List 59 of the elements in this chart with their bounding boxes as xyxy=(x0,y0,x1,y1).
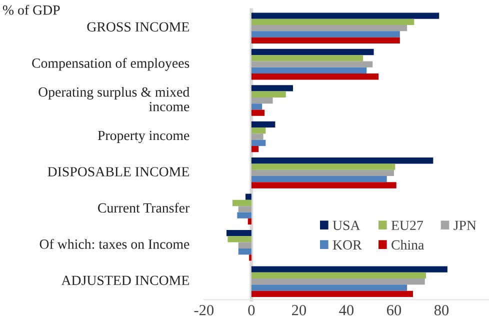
bar xyxy=(251,18,414,26)
bar xyxy=(251,104,262,110)
x-tick-label: -20 xyxy=(194,305,214,316)
y-tick-label: Of which: taxes on Income xyxy=(40,238,190,249)
x-tick-label: 60 xyxy=(386,305,402,316)
bar xyxy=(251,272,426,279)
bar xyxy=(251,158,434,164)
bar xyxy=(251,121,276,128)
y-tick-label: Compensation of employees xyxy=(32,58,190,71)
bar xyxy=(251,284,408,291)
legend-label: China xyxy=(392,240,424,250)
legend-label: USA xyxy=(332,220,360,230)
bar xyxy=(237,212,252,218)
bar xyxy=(251,97,273,104)
x-tick-label: 40 xyxy=(339,305,354,316)
y-tick-label: DISPOSABLE INCOME xyxy=(48,167,189,176)
bar xyxy=(238,248,252,255)
bar xyxy=(251,110,264,116)
y-tick-label: Property income xyxy=(98,130,190,144)
bar xyxy=(251,61,373,68)
legend-label: JPN xyxy=(454,220,476,230)
bar xyxy=(251,146,259,152)
x-tick-label: 20 xyxy=(292,305,306,316)
bar xyxy=(251,91,286,98)
bar xyxy=(251,170,394,176)
bar xyxy=(238,206,252,212)
x-tick-label: 0 xyxy=(248,305,255,316)
bar xyxy=(251,48,374,56)
bar xyxy=(228,236,252,242)
bar xyxy=(251,140,266,146)
legend-label: EU27 xyxy=(391,220,423,230)
bar xyxy=(251,74,379,80)
bar xyxy=(251,176,387,182)
bar xyxy=(251,266,448,272)
y-tick-label: Operating surplus & mixed income xyxy=(38,86,190,112)
bar xyxy=(232,200,252,206)
bar xyxy=(226,230,252,236)
legend-label: KOR xyxy=(332,240,362,250)
bar xyxy=(251,37,400,44)
bar xyxy=(251,278,425,285)
bar xyxy=(251,31,400,38)
bar xyxy=(251,182,396,188)
bar xyxy=(251,12,440,19)
bar xyxy=(251,134,264,140)
bar xyxy=(251,67,367,74)
y-tick-label: Current Transfer xyxy=(98,202,190,213)
x-tick-label: 80 xyxy=(434,305,449,316)
bar xyxy=(251,25,408,32)
bar xyxy=(251,290,413,297)
y-tick-label: ADJUSTED INCOME xyxy=(61,276,189,286)
bar xyxy=(248,218,252,225)
text: % of GDP xyxy=(2,4,60,15)
bar xyxy=(251,55,364,62)
bar xyxy=(238,242,252,248)
bar xyxy=(245,194,252,200)
bar xyxy=(251,164,396,170)
y-tick-label: GROSS INCOME xyxy=(87,22,189,32)
bar xyxy=(251,85,294,92)
bar xyxy=(251,128,266,134)
